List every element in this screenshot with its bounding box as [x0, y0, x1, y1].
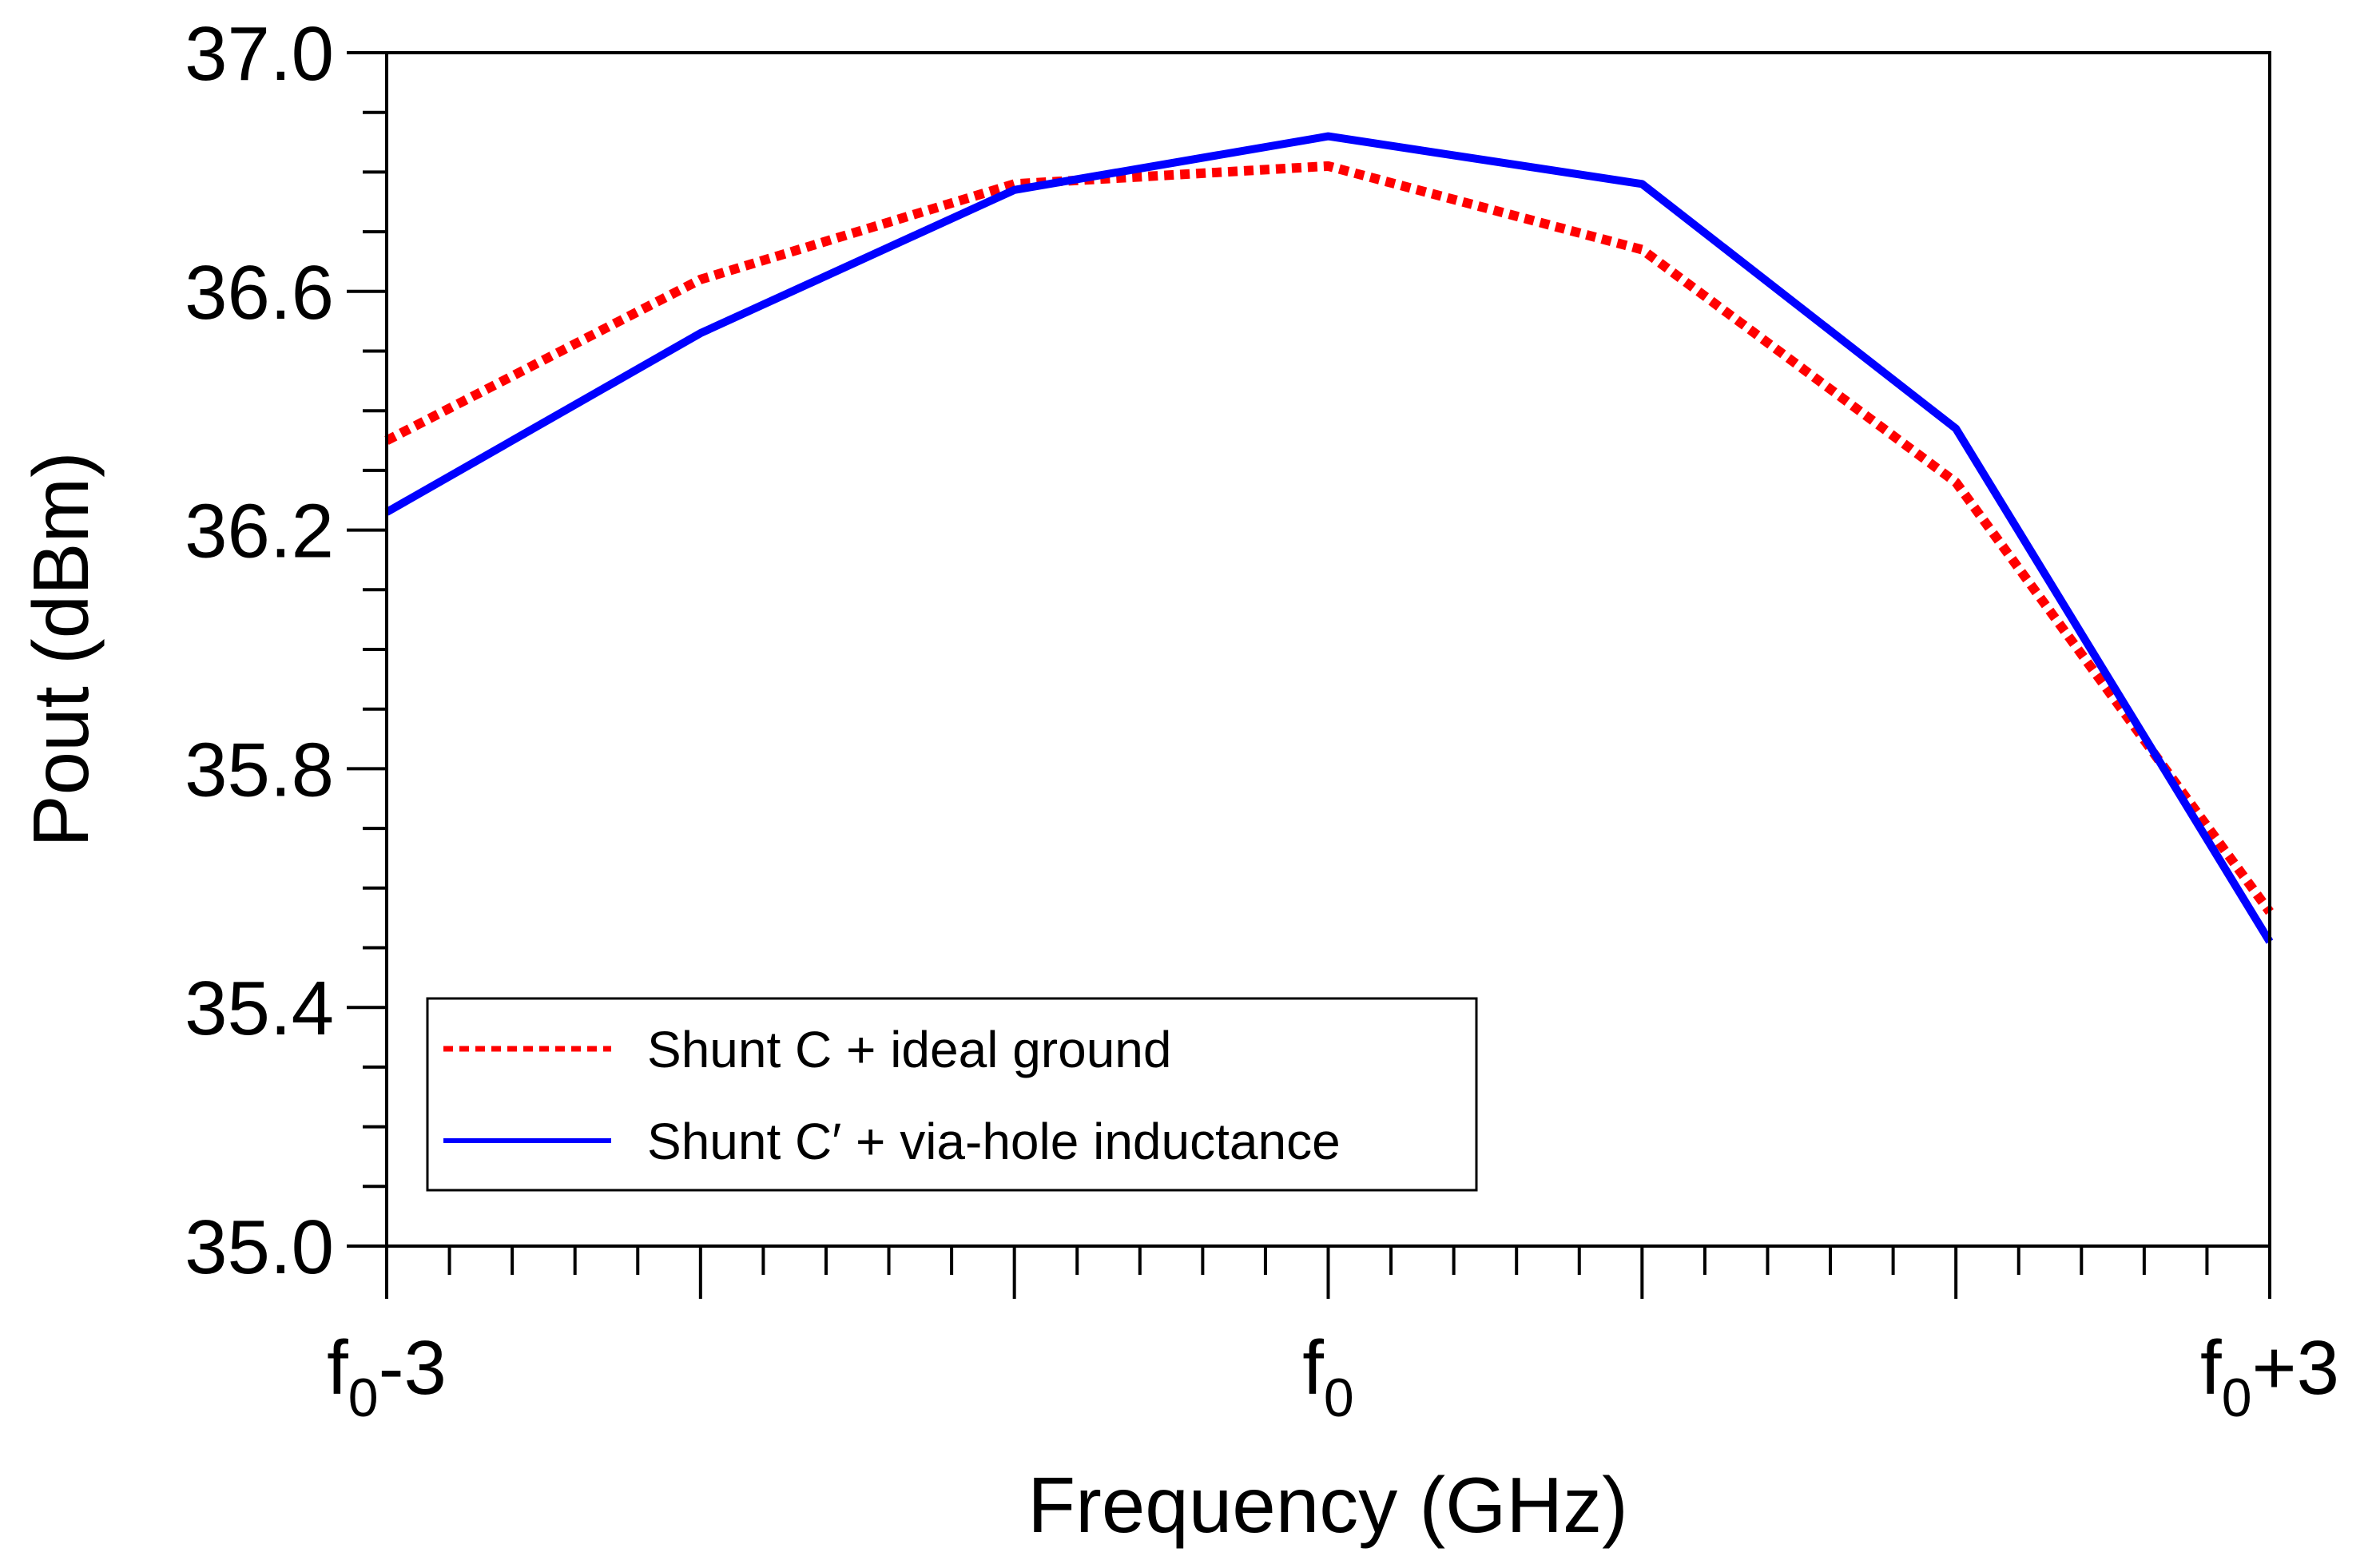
x-tick-labels: f0-3 f0 f0+3 — [327, 1325, 2339, 1428]
x-tick-label: f0 — [1302, 1325, 1354, 1428]
x-axis-title: Frequency (GHz) — [1027, 1461, 1628, 1549]
y-tick-label: 35.4 — [185, 966, 334, 1051]
legend: Shunt C + ideal ground Shunt C′ + via-ho… — [426, 997, 1478, 1192]
y-tick-label: 37.0 — [185, 11, 334, 97]
series-line-1 — [384, 132, 2274, 944]
ticks-layer — [347, 51, 2271, 1299]
y-tick-labels: 35.0 35.4 35.8 36.2 36.6 37.0 — [185, 11, 334, 1290]
y-tick-label: 35.0 — [185, 1205, 334, 1290]
plot-area-frame — [385, 51, 2271, 1248]
y-axis-title: Pout (dBm) — [17, 451, 105, 848]
x-tick-label: f0-3 — [327, 1325, 447, 1428]
legend-box — [426, 997, 1478, 1192]
x-tick-label: f0+3 — [2200, 1325, 2339, 1428]
y-tick-label: 35.8 — [185, 727, 334, 812]
series-layer — [384, 132, 2274, 944]
y-tick-label: 36.2 — [185, 489, 334, 574]
legend-label-shunt-c-ideal-ground: Shunt C + ideal ground — [647, 1021, 1171, 1078]
legend-label-shunt-c-prime-via-hole: Shunt C′ + via-hole inductance — [647, 1113, 1341, 1170]
series-line-0 — [384, 161, 2274, 915]
y-tick-label: 36.6 — [185, 250, 334, 335]
